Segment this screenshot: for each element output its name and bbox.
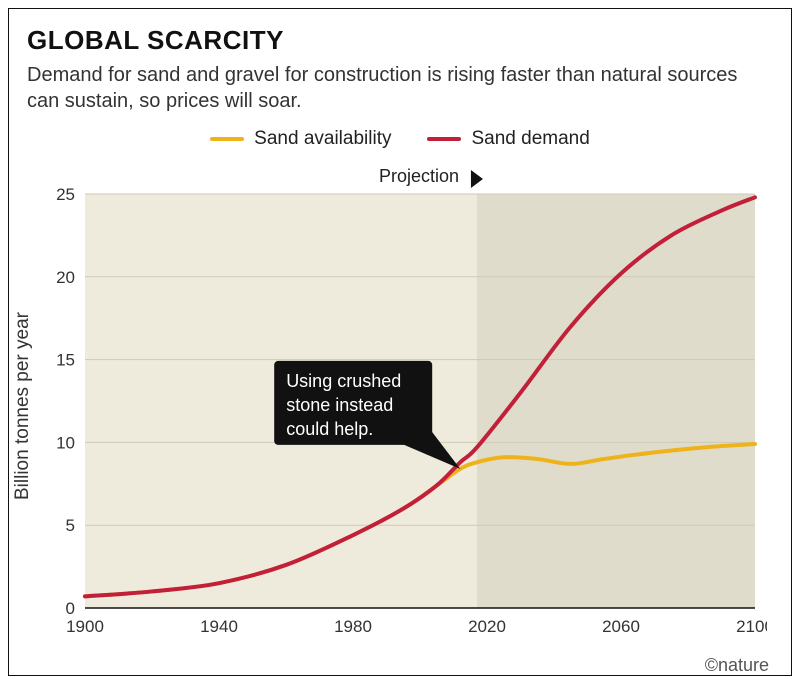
legend-swatch-demand [427, 137, 461, 141]
x-tick-label: 2060 [602, 617, 640, 636]
y-axis-label: Billion tonnes per year [12, 312, 34, 500]
y-tick-label: 15 [56, 351, 75, 370]
x-tick-label: 1900 [66, 617, 104, 636]
chart-subtitle: Demand for sand and gravel for construct… [27, 62, 747, 114]
legend-label-availability: Sand availability [254, 128, 391, 150]
y-tick-label: 20 [56, 268, 75, 287]
callout-text-line: could help. [286, 419, 373, 439]
projection-arrow-icon [471, 170, 483, 188]
legend-label-demand: Sand demand [471, 128, 589, 150]
callout-text-line: stone instead [286, 395, 393, 415]
y-tick-label: 5 [66, 516, 75, 535]
chart-title: GLOBAL SCARCITY [27, 25, 773, 56]
legend-item-demand: Sand demand [427, 128, 589, 150]
x-tick-label: 1940 [200, 617, 238, 636]
chart-area: Billion tonnes per year 0510152025190019… [27, 158, 773, 653]
y-tick-label: 10 [56, 433, 75, 452]
x-tick-label: 2020 [468, 617, 506, 636]
legend-item-availability: Sand availability [210, 128, 391, 150]
legend-swatch-availability [210, 137, 244, 141]
source-credit: ©nature [27, 655, 773, 676]
callout-text-line: Using crushed [286, 371, 401, 391]
legend: Sand availability Sand demand [27, 128, 773, 150]
x-tick-label: 2100 [736, 617, 767, 636]
chart-card: GLOBAL SCARCITY Demand for sand and grav… [8, 8, 792, 676]
plot-bg-projection [477, 194, 755, 608]
x-tick-label: 1980 [334, 617, 372, 636]
projection-label: Projection [379, 166, 459, 186]
y-tick-label: 25 [56, 185, 75, 204]
line-chart: 0 5 10 15 20 25 1900 1940 1980 2020 2060 2100 Projec… [27, 158, 767, 648]
y-tick-label: 0 [66, 599, 75, 618]
